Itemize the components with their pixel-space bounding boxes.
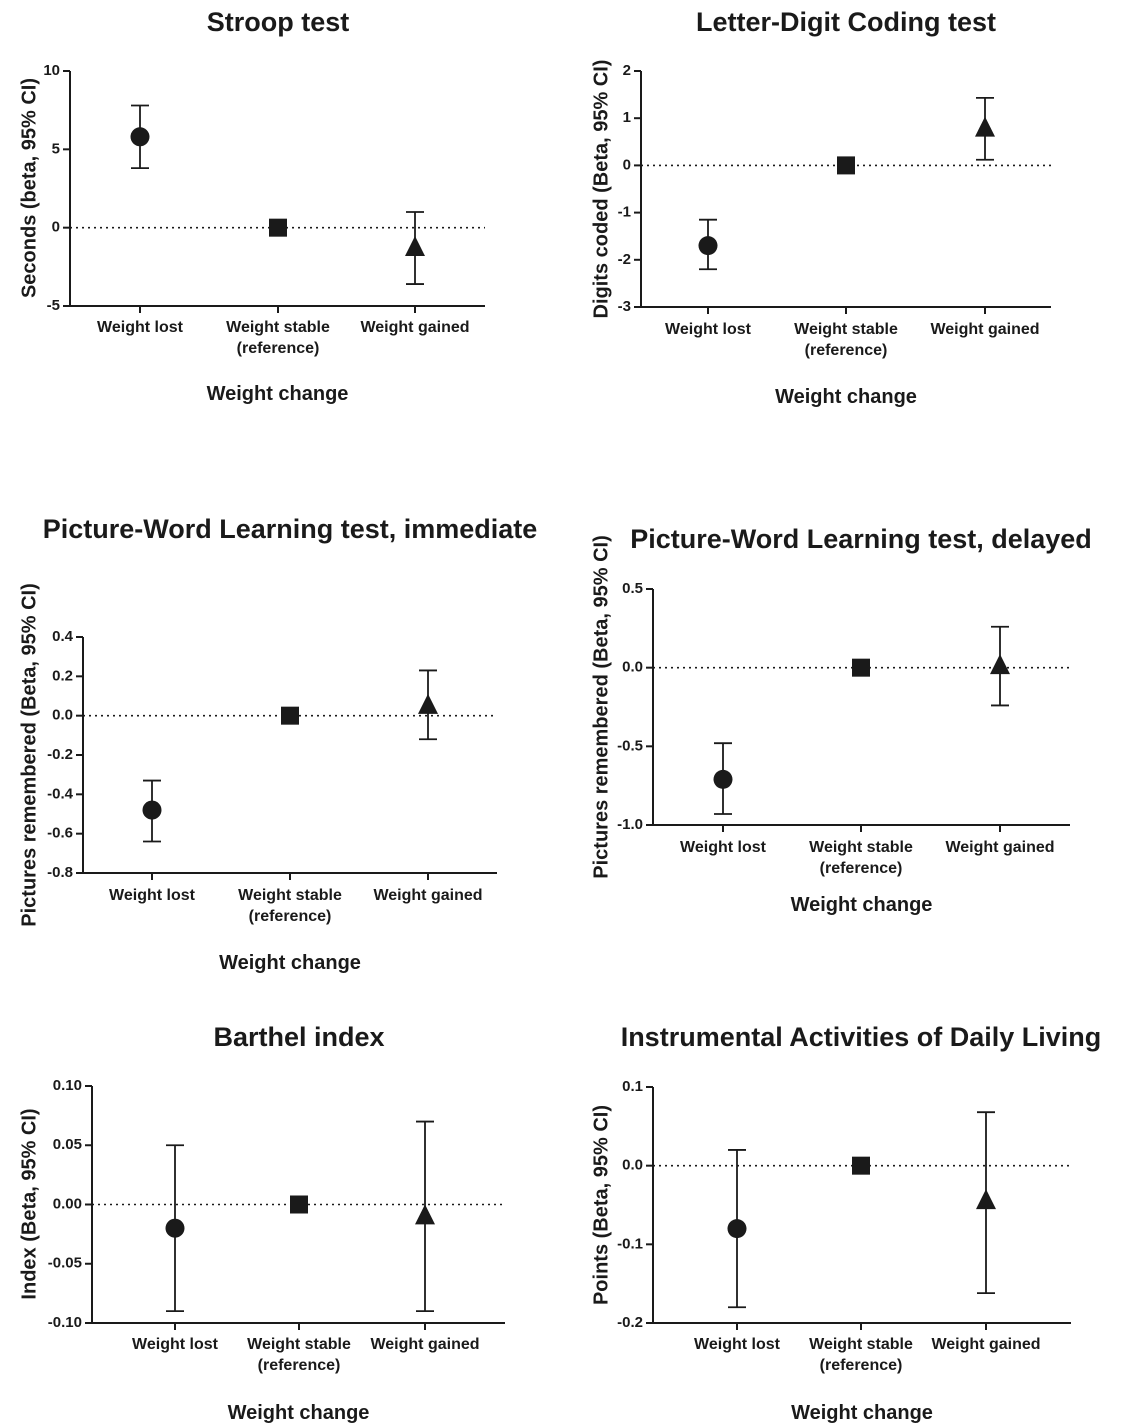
y-tick-label: -0.2 <box>617 1314 643 1331</box>
point-weight-gained <box>418 693 438 714</box>
x-axis-label: Weight change <box>207 383 349 405</box>
y-tick-label: 0 <box>623 156 631 173</box>
panel-5: Barthel index Index (Beta, 95% CI) Weight … <box>18 1022 505 1424</box>
x-tick-label: Weight lost <box>694 1336 781 1353</box>
point-weight-stable <box>290 1195 308 1214</box>
y-tick-label: 0.5 <box>622 580 643 597</box>
y-tick-label: 0.4 <box>52 628 74 645</box>
y-axis-label: Points (Beta, 95% CI) <box>590 1105 612 1305</box>
x-axis-label: Weight change <box>775 386 917 408</box>
x-axis-label: Weight change <box>791 1402 933 1424</box>
x-tick-label: Weight stable <box>247 1336 351 1353</box>
y-tick-label: -0.2 <box>47 746 73 763</box>
x-tick-sublabel: (reference) <box>805 342 888 359</box>
x-tick-label: Weight gained <box>930 321 1039 338</box>
y-tick-label: 0.0 <box>52 707 73 724</box>
panel-3: Picture-Word Learning test, immediate Pic… <box>18 514 537 974</box>
point-weight-lost <box>713 769 733 789</box>
y-tick-label: 0.2 <box>52 667 73 684</box>
y-tick-label: -0.1 <box>617 1235 643 1252</box>
y-tick-label: -0.8 <box>47 864 73 881</box>
y-tick-label: 0.00 <box>53 1195 82 1212</box>
y-axis-label: Index (Beta, 95% CI) <box>18 1108 40 1299</box>
point-weight-stable <box>852 658 870 677</box>
y-tick-label: 0.0 <box>622 659 643 676</box>
panel-6: Instrumental Activities of Daily Living P… <box>590 1022 1101 1424</box>
chart-title: Instrumental Activities of Daily Living <box>621 1022 1102 1052</box>
point-weight-stable <box>269 218 287 237</box>
x-tick-label: Weight gained <box>945 839 1054 856</box>
x-tick-label: Weight gained <box>931 1336 1040 1353</box>
y-tick-label: 0.05 <box>53 1136 82 1153</box>
y-axis-label: Pictures remembered (Beta, 95% CI) <box>18 583 40 926</box>
x-tick-sublabel: (reference) <box>820 860 903 877</box>
y-tick-label: 0 <box>52 219 60 236</box>
x-tick-label: Weight gained <box>360 319 469 336</box>
panel-1: Stroop test Seconds (beta, 95% CI) Weight … <box>18 7 485 405</box>
point-weight-lost <box>142 800 162 820</box>
y-tick-label: 0.0 <box>622 1157 643 1174</box>
x-tick-label: Weight stable <box>809 1336 913 1353</box>
point-weight-gained <box>976 1189 996 1210</box>
x-tick-label: Weight gained <box>370 1336 479 1353</box>
y-tick-label: -1.0 <box>617 816 643 833</box>
chart-title: Letter-Digit Coding test <box>696 7 996 37</box>
point-weight-gained <box>975 116 995 137</box>
y-tick-label: 10 <box>43 62 60 79</box>
chart-title: Picture-Word Learning test, immediate <box>43 514 538 544</box>
x-tick-label: Weight stable <box>226 319 330 336</box>
y-axis-label: Digits coded (Beta, 95% CI) <box>590 60 612 319</box>
x-tick-label: Weight gained <box>373 887 482 904</box>
panel-4: Picture-Word Learning test, delayed Pictu… <box>590 524 1092 916</box>
chart-title: Barthel index <box>213 1022 384 1052</box>
y-tick-label: -3 <box>618 298 631 315</box>
y-tick-label: 0.1 <box>622 1078 643 1095</box>
y-tick-label: -0.5 <box>617 737 643 754</box>
y-tick-label: 5 <box>52 140 60 157</box>
point-weight-lost <box>698 236 718 256</box>
x-tick-label: Weight stable <box>238 887 342 904</box>
point-weight-gained <box>990 654 1010 675</box>
y-tick-label: 2 <box>623 62 631 79</box>
x-tick-label: Weight stable <box>794 321 898 338</box>
x-axis-label: Weight change <box>228 1402 370 1424</box>
y-tick-label: 0.10 <box>53 1077 82 1094</box>
y-tick-label: -0.05 <box>48 1255 82 1272</box>
y-tick-label: -1 <box>618 204 631 221</box>
x-tick-sublabel: (reference) <box>249 908 332 925</box>
x-tick-label: Weight lost <box>109 887 196 904</box>
y-axis-label: Seconds (beta, 95% CI) <box>18 78 40 298</box>
point-weight-stable <box>281 706 299 725</box>
y-tick-label: -2 <box>618 251 631 268</box>
point-weight-lost <box>130 127 150 147</box>
point-weight-lost <box>165 1218 185 1238</box>
x-axis-label: Weight change <box>219 952 361 974</box>
chart-title: Picture-Word Learning test, delayed <box>630 524 1092 554</box>
x-tick-sublabel: (reference) <box>258 1357 341 1374</box>
x-tick-label: Weight stable <box>809 839 913 856</box>
chart-title: Stroop test <box>207 7 350 37</box>
x-tick-label: Weight lost <box>132 1336 219 1353</box>
point-weight-stable <box>852 1156 870 1175</box>
x-tick-label: Weight lost <box>665 321 752 338</box>
point-weight-gained <box>415 1204 435 1225</box>
point-weight-stable <box>837 156 855 175</box>
y-tick-label: 1 <box>623 109 631 126</box>
x-tick-label: Weight lost <box>97 319 184 336</box>
x-tick-sublabel: (reference) <box>820 1357 903 1374</box>
x-tick-sublabel: (reference) <box>237 340 320 357</box>
y-tick-label: -0.4 <box>47 785 74 802</box>
panel-2: Letter-Digit Coding test Digits coded (Be… <box>590 7 1051 408</box>
y-tick-label: -0.6 <box>47 825 73 842</box>
y-axis-label: Pictures remembered (Beta, 95% CI) <box>590 535 612 878</box>
y-tick-label: -5 <box>47 297 60 314</box>
point-weight-gained <box>405 236 425 257</box>
x-axis-label: Weight change <box>791 894 933 916</box>
y-tick-label: -0.10 <box>48 1314 82 1331</box>
x-tick-label: Weight lost <box>680 839 767 856</box>
point-weight-lost <box>727 1219 747 1239</box>
